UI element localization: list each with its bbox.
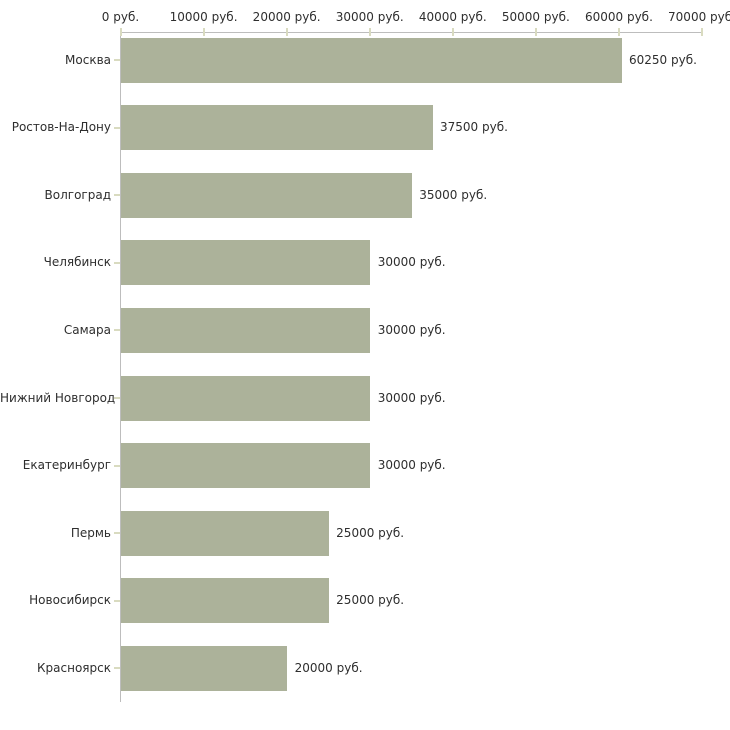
value-label: 60250 руб. <box>629 52 697 67</box>
value-label: 20000 руб. <box>294 660 363 675</box>
x-axis-tick-mark <box>617 28 620 36</box>
x-axis-tick-mark <box>534 28 537 36</box>
category-label: Красноярск <box>37 660 111 675</box>
category-label: Новосибирск <box>29 593 111 608</box>
value-label: 25000 руб. <box>336 593 405 608</box>
x-axis-tick-mark <box>701 28 703 36</box>
bar <box>121 645 288 691</box>
value-label: 37500 руб. <box>440 120 508 135</box>
bar <box>121 172 412 218</box>
x-axis-line <box>120 32 702 33</box>
y-axis-tick-mark <box>114 667 120 670</box>
bar <box>121 510 329 556</box>
y-axis-tick-mark <box>114 329 120 332</box>
x-axis-tick-mark <box>285 28 288 36</box>
x-axis-tick-label: 40000 руб. <box>418 10 487 24</box>
x-axis-tick-label: 30000 руб. <box>335 10 404 24</box>
category-label: Челябинск <box>43 255 111 270</box>
category-label: Москва <box>65 52 111 67</box>
y-axis-tick-mark <box>114 397 120 399</box>
value-label: 30000 руб. <box>377 458 446 473</box>
y-axis-line <box>120 32 121 702</box>
value-label: 30000 руб. <box>377 255 446 270</box>
bar <box>121 240 371 286</box>
category-label: Нижний Новгород <box>0 390 116 405</box>
x-axis-tick-label: 70000 руб. <box>668 10 730 24</box>
y-axis-tick-mark <box>114 126 120 129</box>
y-axis-tick-mark <box>114 599 120 602</box>
bar <box>121 37 622 83</box>
x-axis-tick-mark <box>368 28 371 36</box>
category-label: Волгоград <box>44 187 111 202</box>
x-axis-tick-mark <box>119 28 122 36</box>
bar <box>121 375 371 421</box>
x-axis-tick-label: 50000 руб. <box>501 10 570 24</box>
y-axis-tick-mark <box>114 532 120 535</box>
bar <box>121 578 329 624</box>
y-axis-tick-mark <box>114 464 120 467</box>
x-axis-tick-label: 20000 руб. <box>252 10 321 24</box>
category-label: Самара <box>63 322 111 337</box>
x-axis-tick-mark <box>451 28 454 36</box>
y-axis-tick-mark <box>114 261 120 264</box>
x-axis-tick-label: 0 руб. <box>101 10 140 24</box>
value-label: 35000 руб. <box>419 187 488 202</box>
bar <box>121 443 371 489</box>
x-axis-tick-label: 60000 руб. <box>584 10 653 24</box>
y-axis-tick-mark <box>114 59 120 61</box>
category-label: Ростов-На-Дону <box>11 120 111 135</box>
bar <box>121 307 371 353</box>
bar <box>121 105 433 151</box>
value-label: 30000 руб. <box>377 322 446 337</box>
category-label: Екатеринбург <box>22 458 111 473</box>
value-label: 25000 руб. <box>336 525 405 540</box>
x-axis-tick-mark <box>202 28 205 36</box>
value-label: 30000 руб. <box>377 390 446 405</box>
y-axis-tick-mark <box>114 194 120 197</box>
x-axis-tick-label: 10000 руб. <box>169 10 238 24</box>
category-label: Пермь <box>70 525 111 540</box>
